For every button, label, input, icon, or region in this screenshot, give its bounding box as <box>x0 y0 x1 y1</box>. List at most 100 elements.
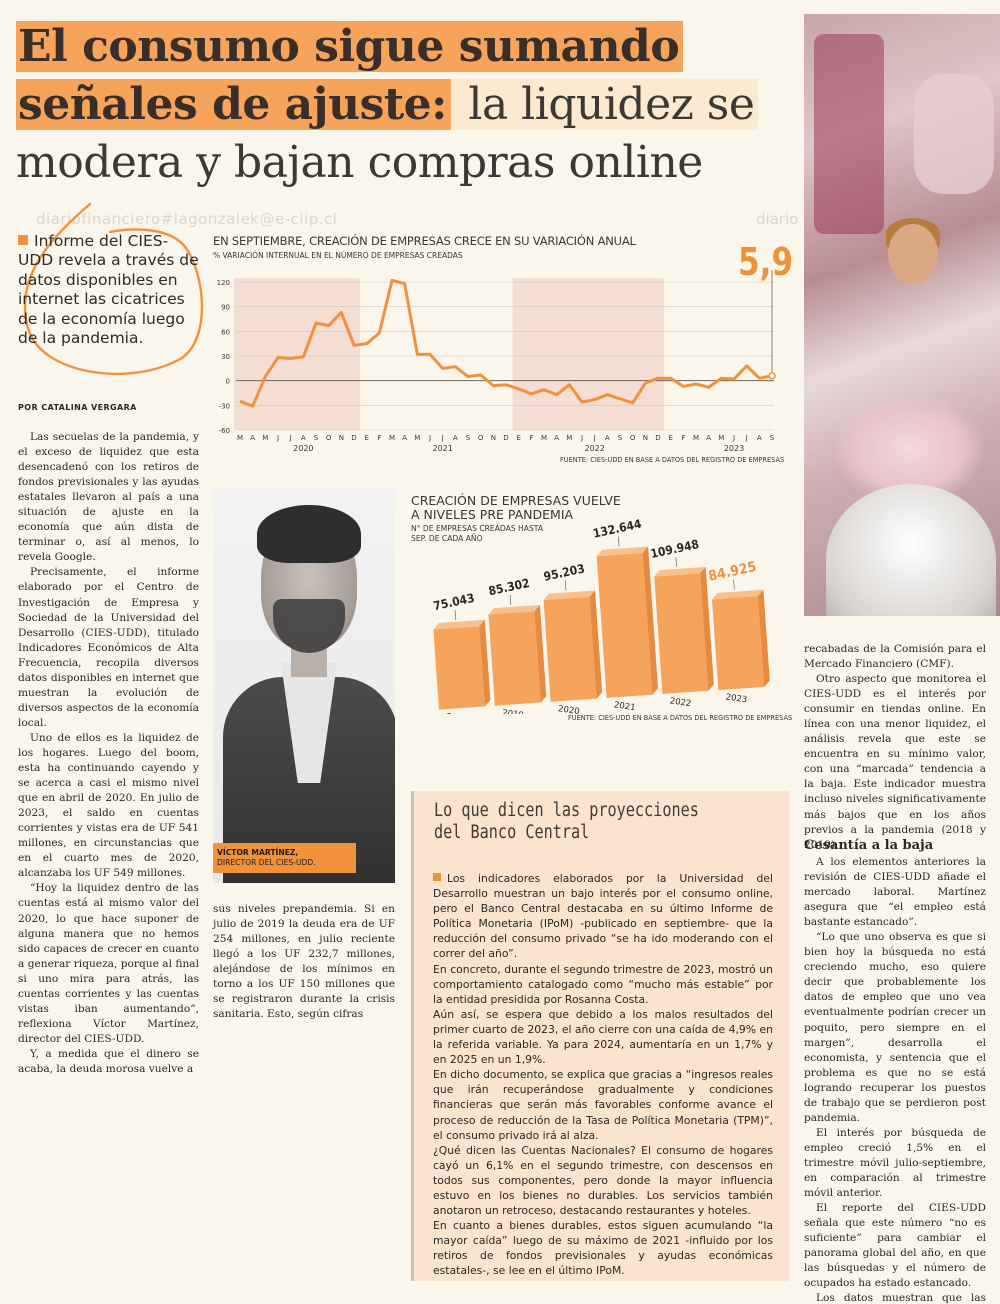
headline: El consumo sigue sumando señales de ajus… <box>16 18 786 192</box>
paragraph: “Hoy la liquidez dentro de las cuentas e… <box>18 882 199 1045</box>
paragraph: A los elementos anteriores la revisión d… <box>804 856 986 929</box>
portrait-photo: VÍCTOR MARTÍNEZ, DIRECTOR DEL CIES-UDD. <box>213 487 395 883</box>
bar-side <box>700 566 714 691</box>
article-column-4: recabadas de la Comisión para el Mercado… <box>804 642 986 853</box>
x-tick-label: N <box>339 434 344 442</box>
line-chart-subtitle: % VARIACIÓN INTERNUAL EN EL NÚMERO DE EM… <box>213 251 463 260</box>
paragraph: El interés por búsqueda de empleo creció… <box>804 1126 986 1200</box>
label-leader <box>733 579 735 590</box>
category-label: 2018 <box>446 712 469 714</box>
data-point <box>768 372 776 380</box>
bar-top <box>433 619 485 630</box>
bar <box>654 573 709 695</box>
label-leader <box>454 609 457 620</box>
x-tick-label: F <box>529 434 533 442</box>
x-tick-label: A <box>706 434 711 442</box>
bar <box>488 611 541 706</box>
subheading: Cesantía a la baja <box>804 838 934 853</box>
y-tick-label: 30 <box>221 353 230 361</box>
paragraph: Precisamente, el informe elaborado por e… <box>18 566 199 729</box>
bar-side <box>479 619 491 707</box>
category-label: 2022 <box>669 696 692 709</box>
paragraph: sus niveles prepandemia. Si en julio de … <box>213 903 395 1021</box>
sidebar-title-line-1: Lo que dicen las proyecciones <box>434 800 699 821</box>
x-tick-label: A <box>250 434 255 442</box>
watermark-right: diario <box>756 210 799 228</box>
x-tick-label: J <box>732 434 735 442</box>
sidebar-paragraph: Los indicadores elaborados por la Univer… <box>433 871 773 962</box>
portrait-caption: VÍCTOR MARTÍNEZ, DIRECTOR DEL CIES-UDD. <box>213 843 356 873</box>
x-tick-label: J <box>289 434 292 442</box>
x-tick-label: D <box>655 434 660 442</box>
data-label: 109.948 <box>649 537 700 561</box>
bar-top <box>543 590 596 601</box>
shaded-period <box>512 278 664 430</box>
sidebar-paragraph: Aún así, se espera que debido a los malo… <box>433 1007 773 1067</box>
x-tick-label: A <box>605 434 610 442</box>
bar <box>596 552 653 698</box>
x-tick-label: S <box>314 434 319 442</box>
x-tick-label: J <box>441 434 444 442</box>
bar-top <box>654 566 706 577</box>
headline-line-2-bold: señales de ajuste: <box>16 79 451 130</box>
line-chart-source: FUENTE: CIES-UDD EN BASE A DATOS DEL REG… <box>560 456 785 464</box>
x-tick-label: A <box>402 434 407 442</box>
bar-side <box>757 589 770 687</box>
data-label: 95.203 <box>542 561 586 583</box>
category-label: 2021 <box>613 700 636 713</box>
x-tick-label: J <box>428 434 431 442</box>
x-tick-label: S <box>770 434 775 442</box>
watermark: diariofinanciero#lagonzalek@e-clip.cl <box>36 210 338 228</box>
bar-side <box>589 590 603 699</box>
line-chart-highlight: 5,9 <box>738 240 794 284</box>
x-tick-label: E <box>364 434 368 442</box>
data-label: 85.302 <box>487 576 531 598</box>
year-label: 2022 <box>584 444 604 453</box>
category-label: 2020 <box>557 704 580 714</box>
category-label: 2023 <box>725 692 748 705</box>
paragraph: Otro aspecto que monitorea el CIES-UDD e… <box>804 673 986 851</box>
category-label: 2019 <box>501 708 524 714</box>
paragraph: Y, a medida que el dinero se acaba, la d… <box>18 1047 199 1075</box>
paragraph: “Lo que uno observa es que si bien hoy l… <box>804 931 986 1124</box>
data-label: 75.043 <box>432 591 476 613</box>
x-tick-label: E <box>668 434 672 442</box>
bar-top <box>488 604 540 615</box>
bar-side <box>642 546 659 695</box>
sidebar-box <box>411 791 789 1281</box>
year-label: 2023 <box>724 444 744 453</box>
article-column-2: sus niveles prepandemia. Si en julio de … <box>213 902 395 1022</box>
x-tick-label: S <box>618 434 623 442</box>
paragraph: Uno de ellos es la liquidez de los hogar… <box>18 731 199 880</box>
y-tick-label: 90 <box>221 304 230 312</box>
x-tick-label: N <box>643 434 648 442</box>
sidebar-text: Los indicadores elaborados por la Univer… <box>433 871 773 1279</box>
sidebar-paragraph-text: Los indicadores elaborados por la Univer… <box>433 872 773 961</box>
x-tick-label: O <box>326 434 332 442</box>
bar-top <box>711 589 764 600</box>
bar-top <box>596 546 649 557</box>
bar-chart-subtitle: N° DE EMPRESAS CREADAS HASTA SEP. DE CAD… <box>411 524 544 543</box>
x-tick-label: A <box>301 434 306 442</box>
bar <box>711 596 765 691</box>
x-tick-label: M <box>693 434 699 442</box>
sidebar-title: Lo que dicen las proyecciones del Banco … <box>434 800 699 844</box>
bullet-square-icon <box>433 873 441 881</box>
x-tick-label: A <box>453 434 458 442</box>
data-label: 132.644 <box>592 517 643 541</box>
x-tick-label: F <box>681 434 685 442</box>
article-column-4-continued: A los elementos anteriores la revisión d… <box>804 855 986 1304</box>
article-column-1: Las secuelas de la pandemia, y el exceso… <box>18 430 199 1077</box>
x-tick-label: F <box>377 434 381 442</box>
sidebar-title-line-2: del Banco Central <box>434 822 590 843</box>
label-leader <box>509 594 512 605</box>
x-tick-label: M <box>262 434 268 442</box>
label-leader <box>617 536 620 547</box>
x-tick-label: O <box>630 434 636 442</box>
byline: POR CATALINA VERGARA <box>18 403 137 412</box>
bar-chart-title: CREACIÓN DE EMPRESAS VUELVE A NIVELES PR… <box>411 493 621 522</box>
x-tick-label: E <box>516 434 520 442</box>
year-label: 2020 <box>293 444 313 453</box>
y-tick-label: -30 <box>219 402 230 410</box>
